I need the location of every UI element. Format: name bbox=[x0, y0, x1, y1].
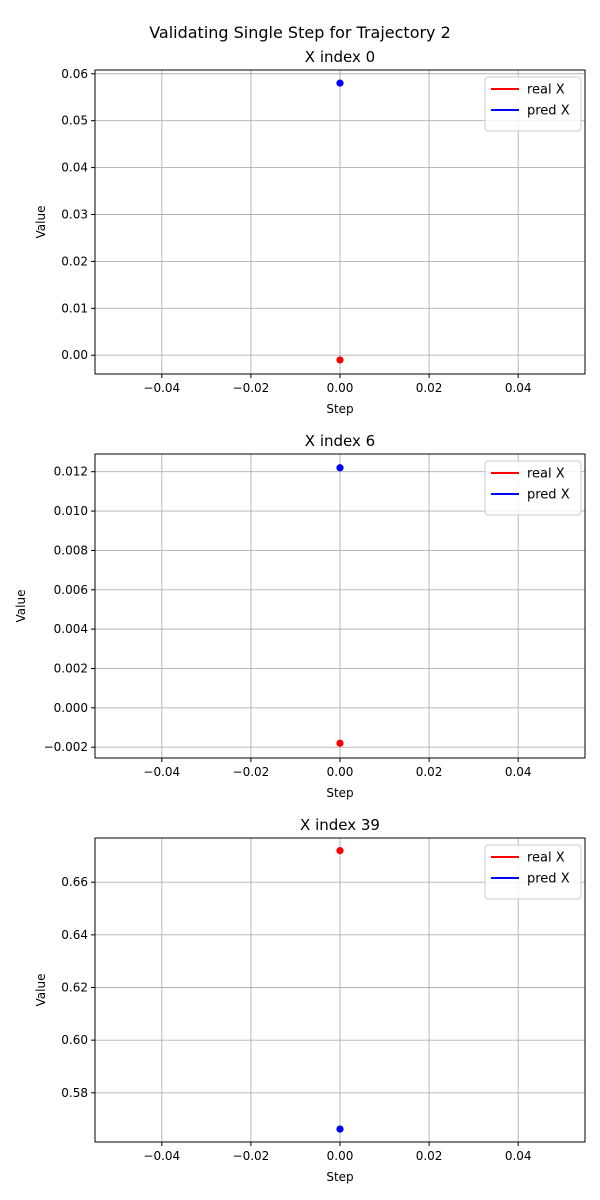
y-axis-label: Value bbox=[14, 590, 28, 623]
y-tick-label: 0.012 bbox=[54, 465, 88, 479]
x-tick-label: −0.04 bbox=[143, 1149, 180, 1163]
x-tick-label: 0.00 bbox=[327, 1149, 354, 1163]
legend-label: real X bbox=[527, 851, 565, 866]
y-tick-label: −0.002 bbox=[44, 740, 88, 754]
x-tick-label: 0.02 bbox=[416, 765, 443, 779]
x-tick-label: −0.04 bbox=[143, 765, 180, 779]
x-tick-label: 0.00 bbox=[327, 381, 354, 395]
y-tick-label: 0.04 bbox=[61, 161, 88, 175]
x-tick-label: −0.04 bbox=[143, 381, 180, 395]
y-axis-label: Value bbox=[34, 974, 48, 1007]
x-tick-label: −0.02 bbox=[233, 765, 270, 779]
y-tick-label: 0.64 bbox=[61, 928, 88, 942]
data-point bbox=[336, 356, 344, 364]
x-tick-label: −0.02 bbox=[233, 381, 270, 395]
y-tick-label: 0.05 bbox=[61, 114, 88, 128]
y-tick-label: 0.010 bbox=[54, 504, 88, 518]
data-point bbox=[336, 739, 344, 747]
x-tick-label: 0.04 bbox=[505, 765, 532, 779]
legend-label: pred X bbox=[527, 488, 570, 503]
chart-panel: −0.04 −0.02 0.00 0.02 0.04 −0.002 0.000 0.002 0.… bbox=[14, 432, 586, 800]
y-tick-label: 0.66 bbox=[61, 875, 88, 889]
chart-title: X index 39 bbox=[300, 816, 380, 834]
y-tick-label: 0.02 bbox=[61, 254, 88, 268]
x-tick-label: 0.04 bbox=[505, 381, 532, 395]
y-tick-label: 0.002 bbox=[54, 661, 88, 675]
chart-panel: −0.04 −0.02 0.00 0.02 0.04 0.00 0.01 0.02 0.03 0.… bbox=[34, 48, 586, 416]
y-tick-label: 0.62 bbox=[61, 980, 88, 994]
y-tick-label: 0.00 bbox=[61, 348, 88, 362]
figure-suptitle: Validating Single Step for Trajectory 2 bbox=[149, 23, 451, 42]
x-tick-label: 0.02 bbox=[416, 381, 443, 395]
y-tick-label: 0.01 bbox=[61, 301, 88, 315]
y-tick-label: 0.03 bbox=[61, 207, 88, 221]
legend-label: real X bbox=[527, 83, 565, 98]
legend-label: pred X bbox=[527, 872, 570, 887]
x-axis-label: Step bbox=[326, 1170, 353, 1184]
data-point bbox=[336, 464, 344, 472]
x-tick-label: 0.00 bbox=[327, 765, 354, 779]
legend-label: real X bbox=[527, 467, 565, 482]
data-point bbox=[336, 1125, 344, 1133]
y-tick-label: 0.60 bbox=[61, 1033, 88, 1047]
legend-box bbox=[484, 844, 582, 900]
x-axis-label: Step bbox=[326, 402, 353, 416]
x-axis-label: Step bbox=[326, 786, 353, 800]
y-tick-label: 0.000 bbox=[54, 701, 88, 715]
chart-panel: −0.04 −0.02 0.00 0.02 0.04 0.58 0.60 0.62 0.64 0.… bbox=[34, 816, 586, 1184]
legend-box bbox=[484, 460, 582, 516]
legend-label: pred X bbox=[527, 104, 570, 119]
y-axis-label: Value bbox=[34, 206, 48, 239]
x-tick-label: 0.04 bbox=[505, 1149, 532, 1163]
y-tick-label: 0.004 bbox=[54, 622, 88, 636]
y-tick-label: 0.006 bbox=[54, 583, 88, 597]
chart-title: X index 6 bbox=[305, 432, 375, 450]
chart-title: X index 0 bbox=[305, 48, 375, 66]
y-tick-label: 0.008 bbox=[54, 543, 88, 557]
x-tick-label: −0.02 bbox=[233, 1149, 270, 1163]
y-tick-label: 0.06 bbox=[61, 67, 88, 81]
x-tick-label: 0.02 bbox=[416, 1149, 443, 1163]
data-point bbox=[336, 79, 344, 87]
legend-box bbox=[484, 76, 582, 132]
y-tick-label: 0.58 bbox=[61, 1086, 88, 1100]
data-point bbox=[336, 847, 344, 855]
